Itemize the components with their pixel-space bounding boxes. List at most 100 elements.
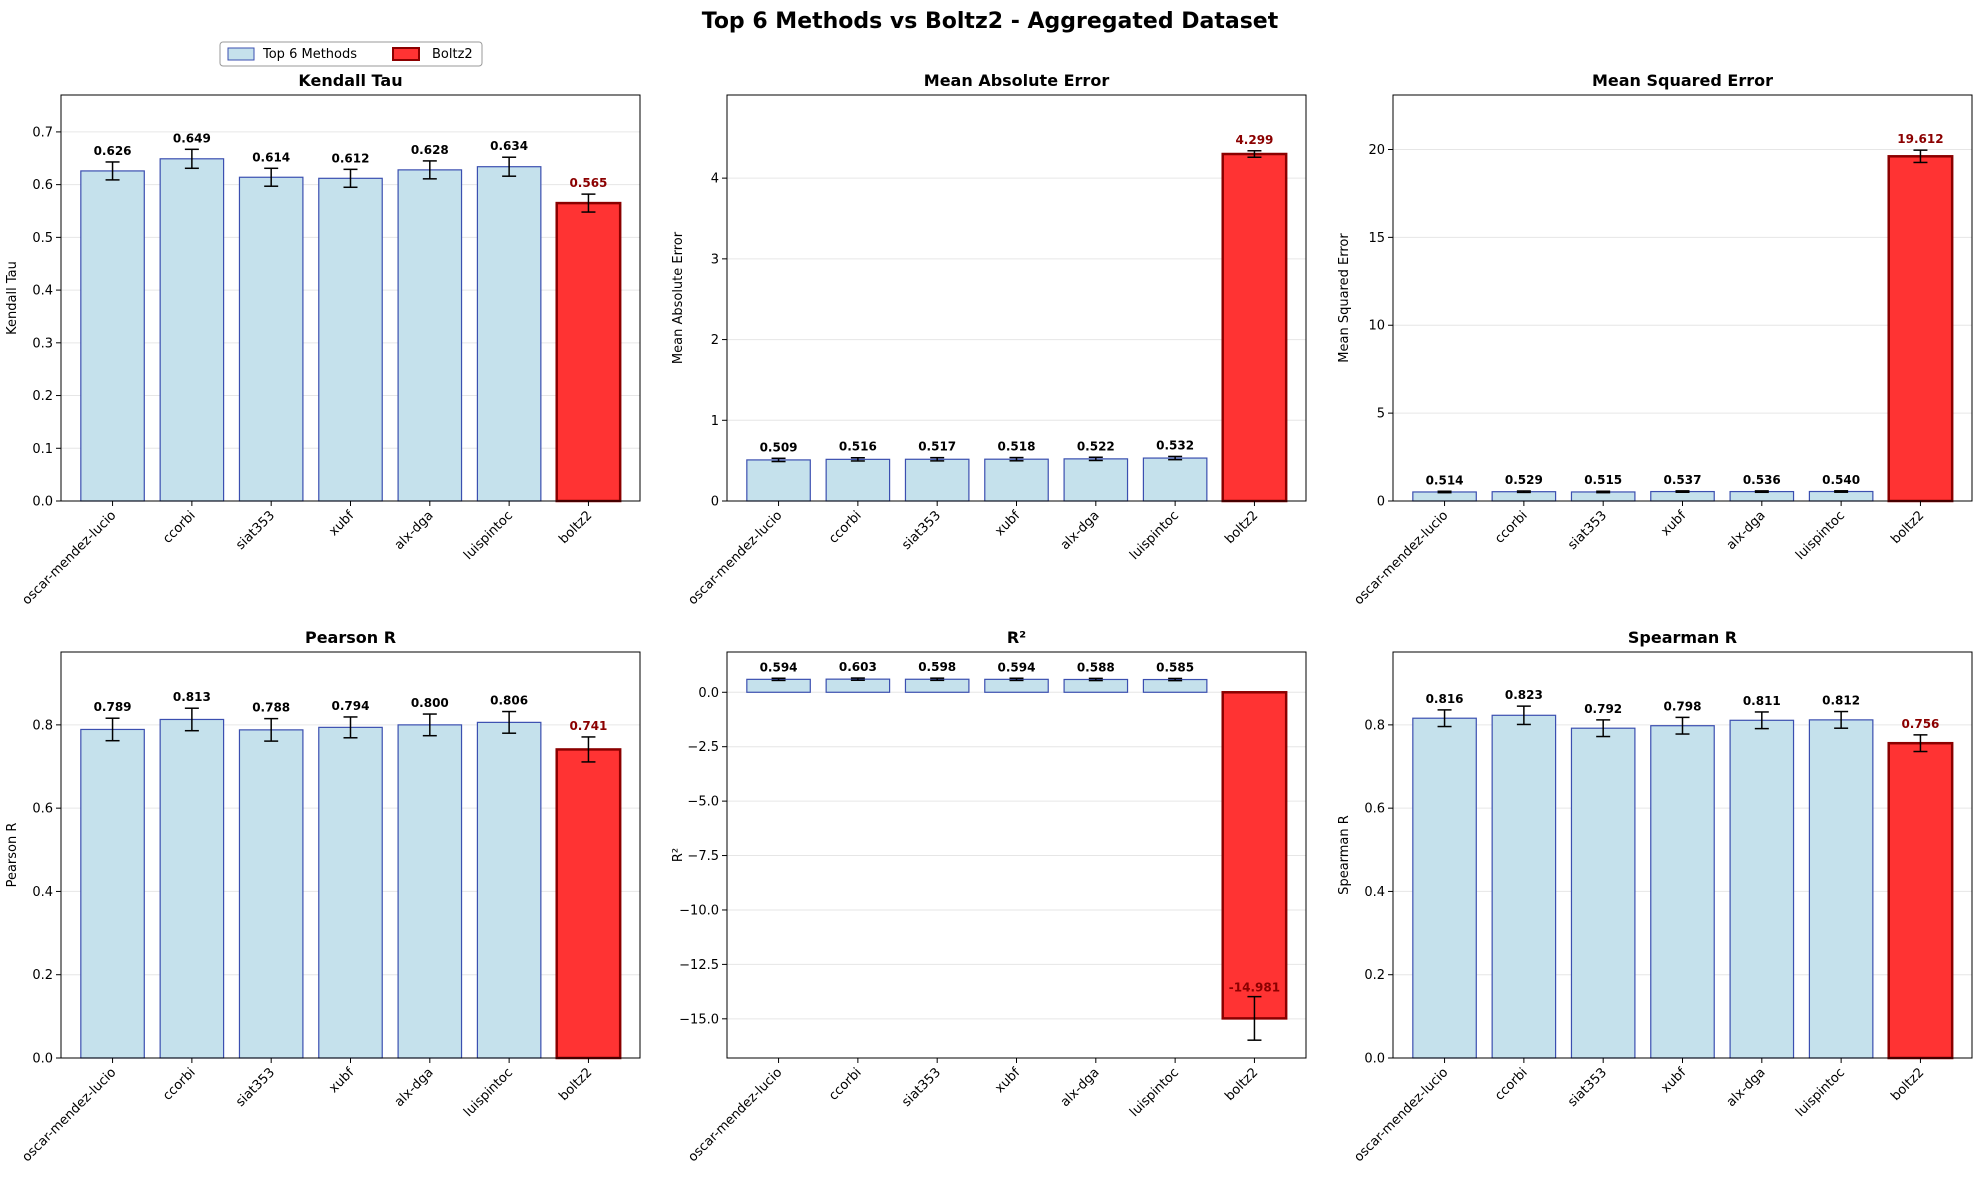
data-label: 0.612 xyxy=(332,151,370,165)
data-label: 0.812 xyxy=(1822,694,1860,708)
x-tick-label: boltz2 xyxy=(1222,508,1261,547)
data-label: 0.756 xyxy=(1901,717,1939,731)
bar-alx-dga xyxy=(1729,719,1795,1059)
data-label: 0.800 xyxy=(411,696,449,710)
panel-title: Mean Squared Error xyxy=(1592,71,1773,90)
data-label: 0.811 xyxy=(1743,694,1781,708)
legend-swatch-methods xyxy=(227,47,255,61)
bar-xubf xyxy=(984,458,1049,502)
data-label: 0.792 xyxy=(1584,702,1622,716)
y-tick-label: 0.4 xyxy=(32,885,53,900)
y-tick-label: 0.7 xyxy=(32,125,53,140)
x-tick-label: luispintoc xyxy=(461,508,516,563)
x-tick-label: ccorbi xyxy=(160,508,199,547)
panel-title: Mean Absolute Error xyxy=(924,71,1110,90)
x-tick-label: alx-dga xyxy=(1724,508,1769,553)
y-tick-label: 0.8 xyxy=(1364,718,1385,733)
y-tick-label: 10 xyxy=(1368,319,1385,334)
bar-alx-dga xyxy=(1063,458,1129,502)
data-label: 0.517 xyxy=(918,440,956,454)
x-tick-label: ccorbi xyxy=(826,1065,865,1104)
bar-ccorbi xyxy=(159,718,225,1059)
data-label: 0.594 xyxy=(998,660,1036,674)
x-tick-label: xubf xyxy=(992,508,1023,539)
y-tick-label: 0.2 xyxy=(1364,968,1385,983)
panel-title: Kendall Tau xyxy=(298,71,402,90)
y-tick-label: 0.2 xyxy=(32,389,53,404)
bar-luispintoc xyxy=(1808,719,1874,1059)
bar-boltz2 xyxy=(1887,155,1954,503)
x-tick-label: ccorbi xyxy=(1492,1065,1531,1104)
x-tick-label: oscar-mendez-lucio xyxy=(685,1065,785,1165)
axes-frame xyxy=(1392,651,1973,1059)
chart-panel-5: −15.0 −12.5 −10.0 −7.5 −5.0 −2.5 0.0 0.594 oscar… xyxy=(671,628,1307,1165)
x-tick-label: oscar-mendez-lucio xyxy=(19,508,119,608)
x-tick-label: boltz2 xyxy=(556,508,595,547)
chart-panel-3: 0 5 10 15 20 0.514 oscar-mendez-lucio 0.529 ccor… xyxy=(1337,71,1973,608)
bar-oscar-mendez-lucio xyxy=(80,728,145,1059)
bar-boltz2 xyxy=(555,201,622,503)
y-tick-label: 0.0 xyxy=(32,495,53,510)
data-label: 4.299 xyxy=(1235,133,1273,147)
data-label: 0.522 xyxy=(1077,439,1115,453)
y-tick-label: 0.8 xyxy=(32,718,53,733)
axes-frame xyxy=(60,94,641,502)
x-tick-label: siat353 xyxy=(233,508,278,553)
data-label: 0.798 xyxy=(1664,699,1702,713)
bar-luispintoc xyxy=(1142,678,1208,693)
data-label: 0.816 xyxy=(1426,692,1464,706)
data-label: 0.794 xyxy=(332,699,370,713)
y-tick-label: −12.5 xyxy=(679,958,719,973)
data-label: 0.565 xyxy=(569,176,607,190)
figure-title: Top 6 Methods vs Boltz2 - Aggregated Dat… xyxy=(702,9,1279,34)
y-tick-label: 0.4 xyxy=(1364,885,1385,900)
bar-oscar-mendez-lucio xyxy=(746,459,811,502)
data-label: 0.813 xyxy=(173,690,211,704)
x-tick-label: luispintoc xyxy=(1127,1065,1182,1120)
x-tick-label: alx-dga xyxy=(392,1065,437,1110)
data-label: 0.516 xyxy=(839,440,877,454)
x-tick-label: alx-dga xyxy=(1058,1065,1103,1110)
data-label: 0.603 xyxy=(839,660,877,674)
data-label: 0.823 xyxy=(1505,688,1543,702)
x-tick-label: ccorbi xyxy=(826,508,865,547)
bar-ccorbi xyxy=(159,158,225,502)
bar-alx-dga xyxy=(1063,678,1129,693)
y-axis-label: R² xyxy=(671,848,686,862)
x-tick-label: siat353 xyxy=(233,1065,278,1110)
bar-ccorbi xyxy=(1491,714,1557,1059)
y-axis-label: Kendall Tau xyxy=(5,261,20,335)
legend-swatch-boltz2 xyxy=(392,47,420,61)
bar-siat353 xyxy=(904,458,970,502)
x-tick-label: boltz2 xyxy=(556,1065,595,1104)
y-tick-label: 0.6 xyxy=(1364,802,1385,817)
data-label: 0.614 xyxy=(252,150,290,164)
bar-boltz2 xyxy=(1887,741,1954,1060)
x-tick-label: siat353 xyxy=(1565,508,1610,553)
chart-panel-4: 0.0 0.2 0.4 0.6 0.8 0.789 oscar-mendez-lucio 0.… xyxy=(5,628,641,1165)
axes-frame xyxy=(726,94,1307,502)
data-label: 0.594 xyxy=(760,660,798,674)
axes-frame xyxy=(60,651,641,1059)
x-tick-label: luispintoc xyxy=(1127,508,1182,563)
y-tick-label: 0.0 xyxy=(698,686,719,701)
data-label: 0.532 xyxy=(1156,438,1194,452)
data-label: 0.536 xyxy=(1743,473,1781,487)
x-tick-label: ccorbi xyxy=(160,1065,199,1104)
x-tick-label: xubf xyxy=(326,508,357,539)
bar-siat353 xyxy=(1570,727,1636,1059)
y-tick-label: 3 xyxy=(711,252,719,267)
bar-siat353 xyxy=(238,176,304,502)
x-tick-label: oscar-mendez-lucio xyxy=(1351,1065,1451,1165)
y-axis-label: Spearman R xyxy=(1337,815,1352,895)
data-label: 0.529 xyxy=(1505,473,1543,487)
data-label: 0.515 xyxy=(1584,473,1622,487)
y-tick-label: 0.0 xyxy=(1364,1052,1385,1067)
data-label: 0.514 xyxy=(1426,473,1464,487)
data-label: 0.788 xyxy=(252,701,290,715)
bar-alx-dga xyxy=(397,724,463,1059)
x-tick-label: alx-dga xyxy=(392,508,437,553)
y-tick-label: 0.6 xyxy=(32,802,53,817)
x-tick-label: luispintoc xyxy=(1793,508,1848,563)
bar-xubf xyxy=(984,678,1049,693)
